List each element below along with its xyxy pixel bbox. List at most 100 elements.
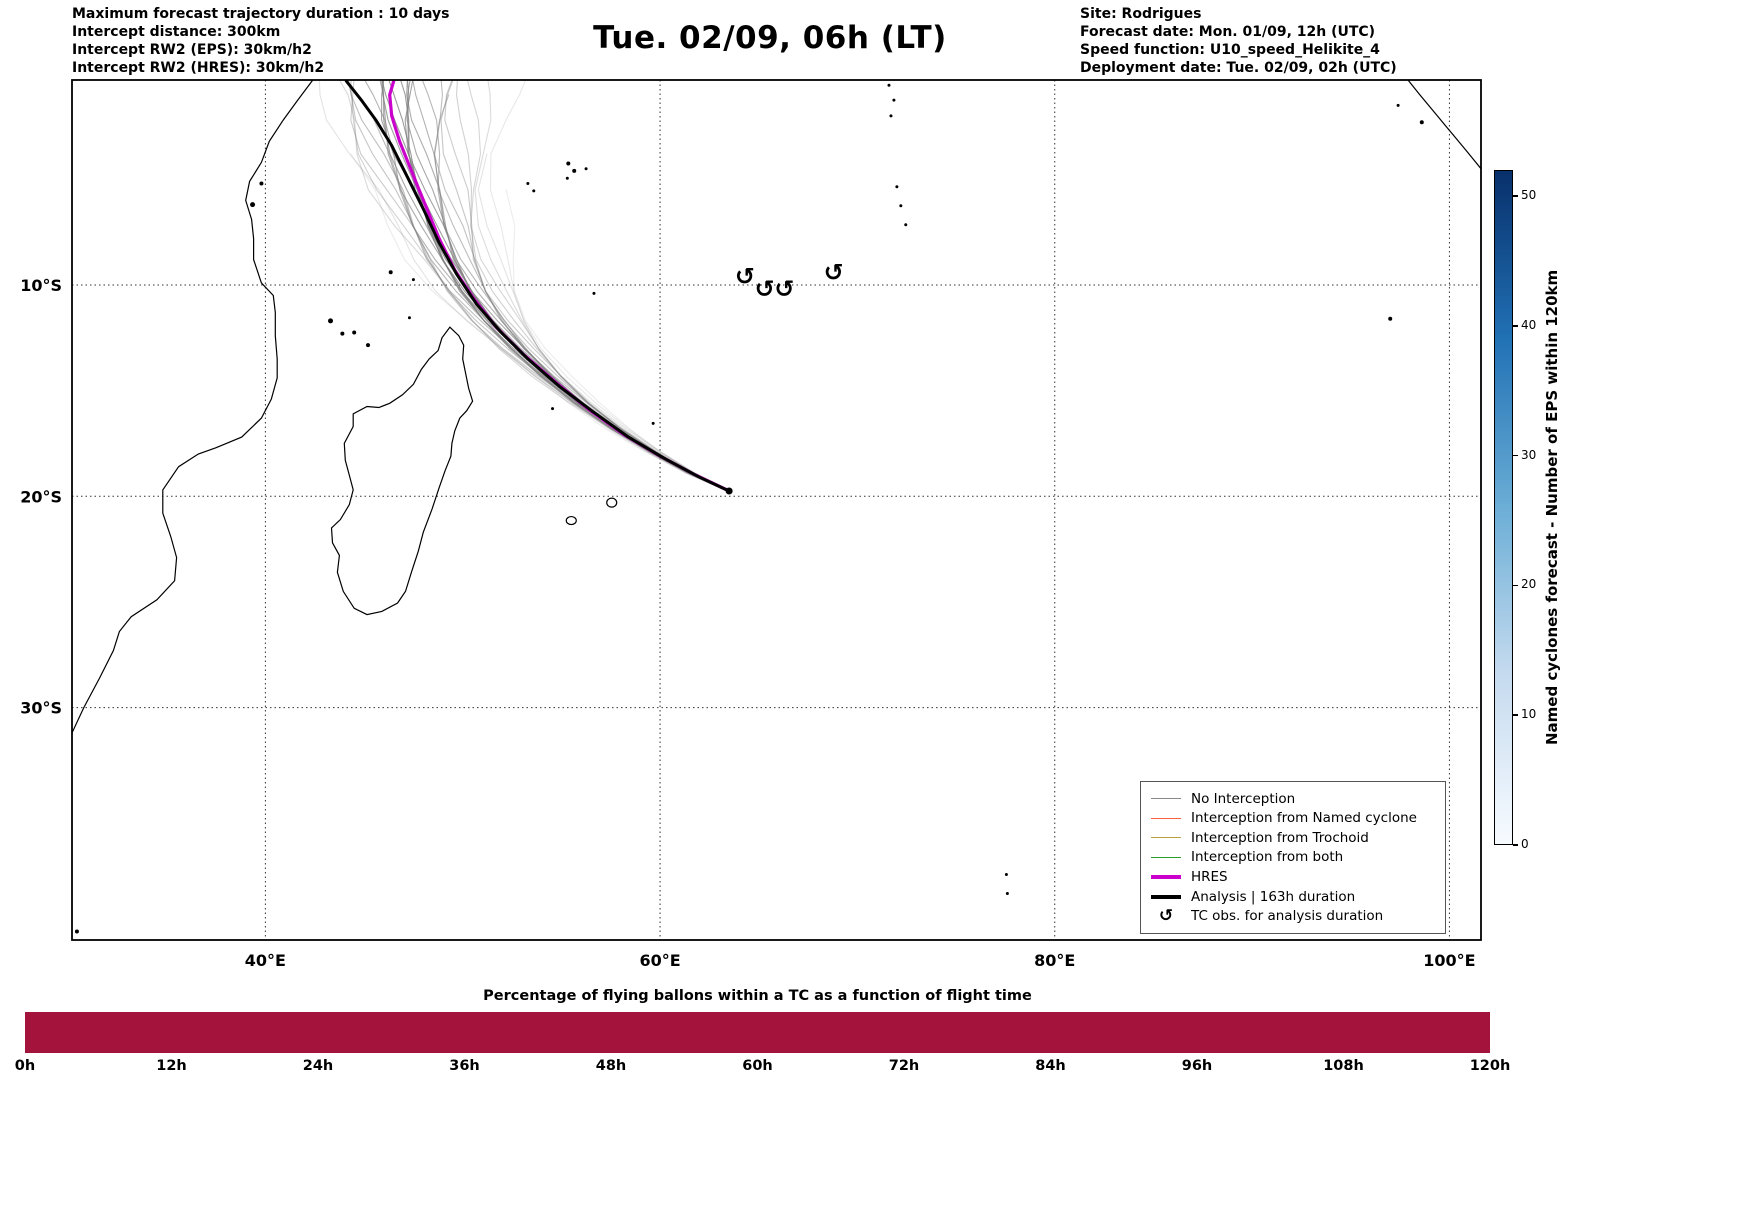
colorbar-tick-label: 30 [1521, 447, 1537, 462]
island-reunion [565, 515, 577, 526]
lat-tick-label: 30°S [20, 699, 62, 718]
island-dot [328, 318, 334, 324]
legend-item: Interception from Named cyclone [1151, 809, 1435, 828]
island-dot [411, 278, 415, 282]
header-left-line: Intercept RW2 (EPS): 30km/h2 [72, 41, 312, 58]
island-dot [584, 167, 588, 171]
header-left-line: Intercept RW2 (HRES): 30km/h2 [72, 59, 325, 76]
island-dot [565, 176, 569, 180]
legend-line [1151, 798, 1181, 799]
ensemble-member [373, 119, 730, 492]
tc-obs-symbol: ↺ [824, 258, 844, 286]
flight-time-tick-label: 0h [14, 1058, 36, 1074]
ensemble-member [434, 80, 731, 492]
island-dot [259, 181, 264, 186]
legend-line [1151, 875, 1181, 880]
legend-item: Interception from both [1151, 848, 1435, 867]
island-dot [895, 185, 899, 189]
colorbar-tickmark [1513, 325, 1518, 327]
colorbar-tickmark [1513, 584, 1518, 587]
legend-line [1151, 817, 1181, 819]
ensemble-member [474, 80, 733, 492]
island-dot [340, 331, 345, 336]
lon-tick-label: 80°E [1034, 951, 1075, 970]
ensemble-member [350, 153, 729, 492]
ensemble-member [348, 80, 730, 492]
colorbar-tickmark [1513, 714, 1518, 716]
legend-line-sample [1151, 856, 1181, 858]
ensemble-member [388, 80, 731, 492]
map-legend: No Interception Interception from Named c… [1140, 781, 1446, 934]
tc-obs-markers: ↺ ↺ ↺↺ [735, 258, 844, 303]
island-dot [887, 83, 891, 87]
legend-item: Analysis | 163h duration [1151, 887, 1435, 906]
bottom-chart-bar [25, 1012, 1490, 1053]
tc-obs-symbol: ↺ [755, 275, 775, 303]
island-dot [1004, 872, 1008, 876]
header-right-line: Deployment date: Tue. 02/09, 02h (UTC) [1080, 59, 1397, 76]
colorbar-tick-label: 0 [1521, 837, 1529, 851]
legend-label: Analysis | 163h duration [1191, 888, 1356, 905]
bottom-chart-title: Percentage of flying ballons within a TC… [483, 988, 1032, 1004]
flight-time-tick-label: 48h [595, 1058, 627, 1074]
flight-time-tick-label: 24h [302, 1058, 334, 1074]
coastline-madagascar [330, 326, 474, 616]
flight-time-tick-label: 36h [449, 1058, 480, 1074]
ensemble-trajectories [318, 80, 733, 492]
ensemble-member [381, 80, 729, 492]
coastline-africa [72, 80, 314, 734]
flight-time-tick-label: 84h [1035, 1058, 1066, 1074]
island-dot [892, 98, 896, 102]
lon-tick-label: 60°E [639, 951, 680, 970]
island-dot [899, 204, 903, 208]
figure-title: Tue. 02/09, 06h (LT) [593, 20, 947, 56]
ensemble-member [347, 80, 729, 492]
ensemble-member [505, 189, 730, 492]
legend-item: Interception from Trochoid [1151, 828, 1435, 847]
island-dot [592, 291, 596, 295]
header-right-line: Speed function: U10_speed_Helikite_4 [1080, 41, 1380, 58]
ensemble-member [477, 153, 732, 492]
island-dot [388, 270, 393, 275]
map-frame [71, 79, 1482, 941]
header-left-line: Intercept distance: 300km [72, 23, 281, 40]
coastline-sumatra [1407, 80, 1481, 170]
header-left-block: Maximum forecast trajectory duration : 1… [72, 6, 449, 78]
colorbar-tick-label: 20 [1521, 577, 1537, 592]
analysis-trajectory [344, 80, 731, 493]
island-dot [1005, 892, 1009, 896]
ensemble-member [381, 80, 730, 492]
tc-obs-symbol: ↺ [774, 275, 794, 303]
colorbar-tickmark [1513, 844, 1518, 846]
legend-label: TC obs. for analysis duration [1191, 908, 1384, 925]
colorbar-tick-label: 40 [1521, 317, 1537, 332]
ensemble-member [404, 80, 729, 492]
island-dot [551, 407, 555, 411]
legend-label: Interception from Named cyclone [1191, 810, 1417, 827]
legend-line-sample [1151, 837, 1181, 839]
island-dot [904, 223, 908, 227]
axis-labels: 10°S 20°S 30°S 40°E 60°E 80°E 100°E [20, 276, 1475, 970]
grid-lines [72, 80, 1481, 940]
ensemble-member [381, 80, 731, 492]
colorbar-tick-label: 50 [1521, 187, 1537, 202]
colorbar-tickmark [1513, 195, 1518, 197]
island-dot [566, 161, 571, 166]
lon-tick-label: 40°E [245, 951, 286, 970]
island-dot [532, 189, 536, 193]
ensemble-member [364, 80, 731, 492]
flight-time-tick-label: 72h [888, 1058, 920, 1074]
island-dot [74, 929, 79, 934]
flight-time-tick-label: 108h [1323, 1058, 1364, 1074]
legend-line-sample [1151, 894, 1181, 899]
island-dot [572, 168, 577, 173]
island-dot [352, 330, 357, 335]
legend-line [1151, 856, 1181, 858]
legend-label: HRES [1191, 869, 1228, 886]
legend-symbol-sample: ↺ [1151, 907, 1181, 925]
bottom-chart-axis: 0h 12h 24h 36h 48h 60h 72h 84h 96h 108h 120h [15, 1058, 1511, 1080]
header-right-block: Site: Rodrigues Forecast date: Mon. 01/0… [1080, 6, 1397, 78]
ensemble-member [455, 80, 731, 492]
hres-trajectory [388, 80, 731, 493]
